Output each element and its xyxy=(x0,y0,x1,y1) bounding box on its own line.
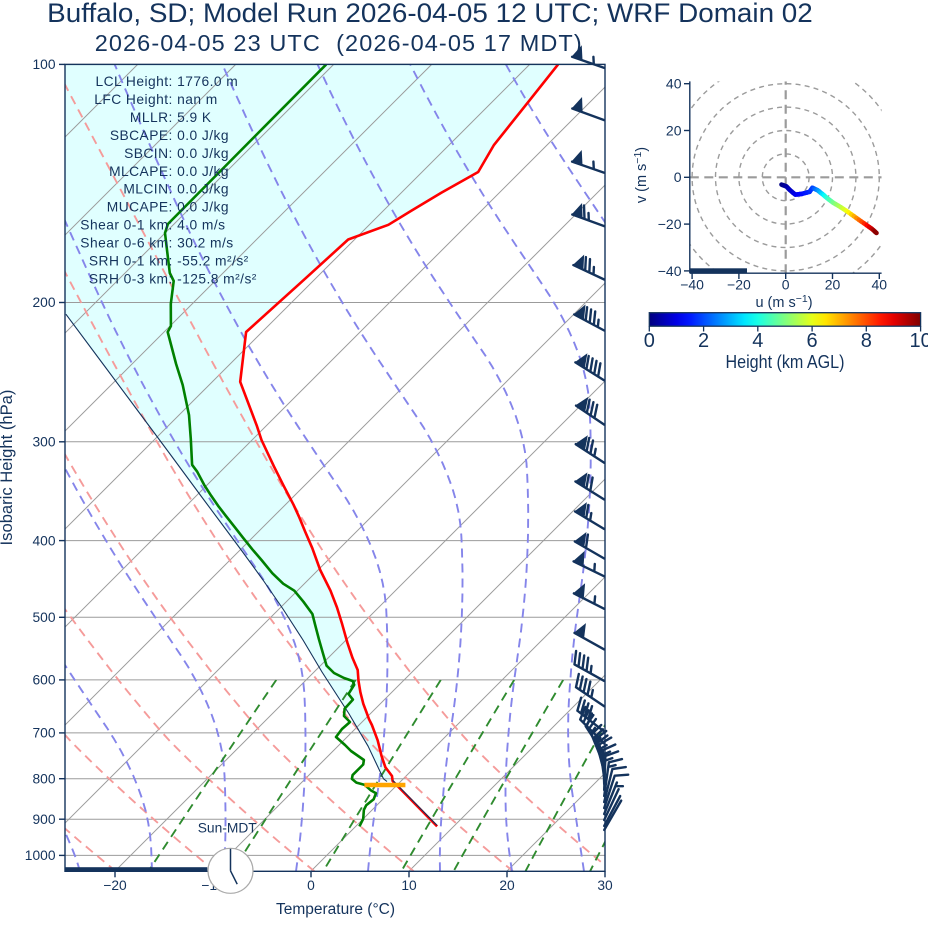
svg-text:0.0 J/kg: 0.0 J/kg xyxy=(173,182,229,197)
svg-text:0: 0 xyxy=(644,330,655,352)
svg-text:500: 500 xyxy=(32,610,55,625)
svg-text:30: 30 xyxy=(597,878,613,893)
svg-text:LCL Height:: LCL Height: xyxy=(96,74,173,89)
svg-text:8: 8 xyxy=(861,330,872,352)
svg-text:20: 20 xyxy=(499,878,515,893)
svg-text:−40: −40 xyxy=(658,263,682,279)
svg-text:100: 100 xyxy=(32,57,55,72)
svg-text:20: 20 xyxy=(825,277,841,293)
svg-text:1000: 1000 xyxy=(25,848,56,863)
svg-text:0.0 J/kg: 0.0 J/kg xyxy=(173,200,229,215)
svg-text:MLCAPE:: MLCAPE: xyxy=(109,164,173,179)
svg-text:0: 0 xyxy=(782,277,790,293)
svg-text:200: 200 xyxy=(32,295,55,310)
svg-text:nan m: nan m xyxy=(173,92,218,107)
svg-text:40: 40 xyxy=(872,277,888,293)
svg-text:-55.2 m²/s²: -55.2 m²/s² xyxy=(173,253,249,268)
svg-text:0.0 J/kg: 0.0 J/kg xyxy=(173,128,229,143)
svg-text:Sun-MDT: Sun-MDT xyxy=(198,821,258,836)
svg-text:300: 300 xyxy=(32,435,55,450)
svg-text:5.9 K: 5.9 K xyxy=(173,110,212,125)
svg-text:Isobaric Height (hPa): Isobaric Height (hPa) xyxy=(0,390,16,546)
svg-text:700: 700 xyxy=(32,726,55,741)
svg-text:4.0 m/s: 4.0 m/s xyxy=(173,218,226,233)
svg-text:LFC Height:: LFC Height: xyxy=(94,92,173,107)
svg-text:0: 0 xyxy=(307,878,315,893)
svg-text:2026-04-05 23 UTC (2026-04-05: 2026-04-05 23 UTC (2026-04-05 17 MDT) xyxy=(95,30,582,56)
svg-text:MUCAPE:: MUCAPE: xyxy=(107,200,173,215)
svg-text:4: 4 xyxy=(752,330,763,352)
svg-text:Shear 0-6 km:: Shear 0-6 km: xyxy=(80,236,173,251)
svg-text:400: 400 xyxy=(32,533,55,548)
svg-text:2: 2 xyxy=(698,330,709,352)
svg-text:0.0 J/kg: 0.0 J/kg xyxy=(173,164,229,179)
svg-text:Shear 0-1 km:: Shear 0-1 km: xyxy=(80,218,173,233)
svg-text:Buffalo, SD; Model Run 2026-04: Buffalo, SD; Model Run 2026-04-05 12 UTC… xyxy=(47,0,813,28)
svg-text:900: 900 xyxy=(32,812,55,827)
svg-text:MLLR:: MLLR: xyxy=(130,110,173,125)
svg-text:40: 40 xyxy=(666,76,682,92)
svg-text:30.2 m/s: 30.2 m/s xyxy=(173,236,234,251)
svg-text:SRH 0-1 km:: SRH 0-1 km: xyxy=(89,253,173,268)
svg-text:800: 800 xyxy=(32,771,55,786)
svg-text:MLCIN:: MLCIN: xyxy=(123,182,172,197)
svg-text:20: 20 xyxy=(666,122,682,138)
svg-text:0.0 J/kg: 0.0 J/kg xyxy=(173,146,229,161)
svg-text:Temperature (°C): Temperature (°C) xyxy=(276,901,395,918)
svg-text:-125.8 m²/s²: -125.8 m²/s² xyxy=(173,271,257,286)
svg-text:10: 10 xyxy=(401,878,417,893)
svg-text:SBCIN:: SBCIN: xyxy=(124,146,173,161)
svg-text:0: 0 xyxy=(674,169,682,185)
svg-text:SRH 0-3 km:: SRH 0-3 km: xyxy=(89,271,173,286)
svg-text:6: 6 xyxy=(807,330,818,352)
svg-text:−20: −20 xyxy=(103,878,127,893)
svg-text:−20: −20 xyxy=(658,216,682,232)
svg-text:1776.0 m: 1776.0 m xyxy=(173,74,238,89)
svg-text:Height (km AGL): Height (km AGL) xyxy=(726,351,845,372)
svg-text:600: 600 xyxy=(32,673,55,688)
svg-text:−40: −40 xyxy=(680,277,704,293)
svg-text:10: 10 xyxy=(909,330,928,352)
svg-text:SBCAPE:: SBCAPE: xyxy=(110,128,173,143)
svg-text:−20: −20 xyxy=(727,277,751,293)
